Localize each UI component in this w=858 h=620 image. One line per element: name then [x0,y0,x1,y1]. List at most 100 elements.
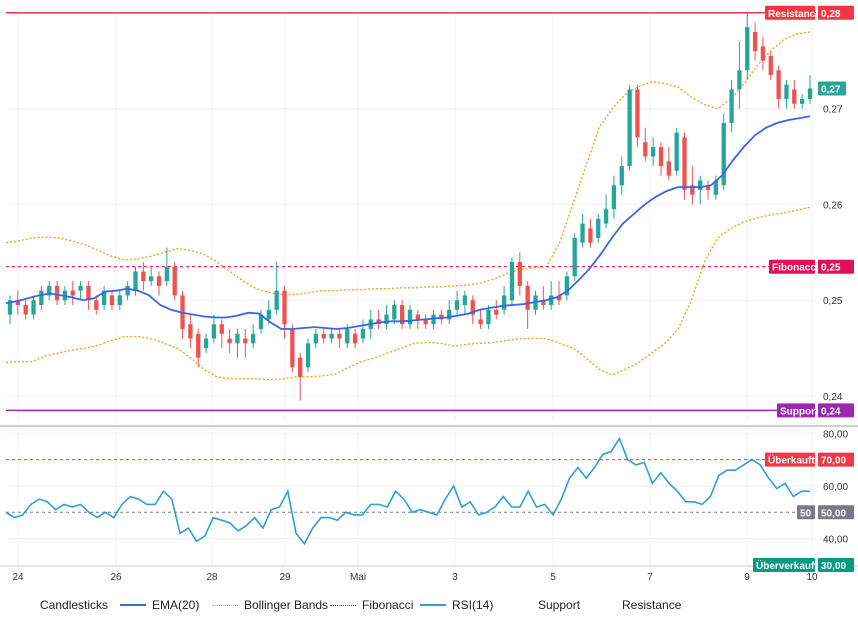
candle-body-bearish [556,295,562,301]
candle-body-bullish [47,285,52,296]
candle-body-bearish [94,300,99,310]
candle-body-bearish [776,70,781,100]
candle-body-bullish [117,295,122,306]
ema20-line [5,115,811,330]
x-tick-label: 9 [744,572,750,583]
candle-body-bearish [439,314,444,320]
candle-body-bearish [196,333,201,358]
candle-body-bearish [337,333,342,339]
candle-body-bullish [392,305,397,320]
last-price-tag-bg [818,81,846,96]
candle-body-bullish [564,276,570,296]
candle-body-bullish [596,218,601,238]
legend-label: Candlesticks [40,598,109,612]
candle-body-bullish [721,122,726,186]
rsi-overbought-label-bg [765,452,815,467]
candle-body-bearish [282,290,287,325]
candle-body-bullish [447,309,452,320]
resistance-value-tag-bg [818,5,854,20]
candle-body-bullish [486,309,491,325]
candle-body-bearish [290,328,295,368]
candle-body-bullish [360,328,366,339]
candle-body-bullish [211,324,217,339]
candle-body-bearish [54,285,60,301]
last-price-tag: 0,27 [821,84,841,95]
candle-body-bullish [305,343,311,368]
candle-body-bullish [407,309,413,325]
candle-body-bullish [39,290,44,306]
support-value-tag: 0,24 [821,406,841,417]
candle-body-bullish [509,261,515,301]
candle-body-bullish [674,132,679,171]
legend-item: EMA(20) [120,598,199,612]
legend-label: Bollinger Bands [244,598,329,612]
rsi-line [5,436,810,546]
legend-swatch [212,604,238,606]
legend-item: RSI(14) [420,598,493,612]
candle-body-bullish [203,338,209,349]
candle-body-bullish [78,285,83,291]
support-label: Support [780,406,819,417]
candle-body-bullish [462,295,468,306]
resistance-value-tag: 0,28 [821,9,841,20]
candle-body-bearish [768,55,773,76]
candle-body-bullish [454,300,460,310]
candle-body-bullish [258,314,264,329]
candle-body-bearish [690,185,695,195]
x-tick-label: 3 [452,572,458,583]
candle-body-bullish [31,300,36,315]
candle-body-bullish [235,333,240,344]
candle-body-bearish [352,333,358,344]
x-tick-label: 7 [647,572,653,583]
candle-body-bearish [517,261,522,286]
price-tick-label: 0,26 [823,200,843,211]
candle-body-bullish [603,209,609,224]
legend-item: Support [538,598,580,612]
legend-label: Fibonacci [362,598,414,612]
x-tick-label: Mai [350,572,366,583]
candle-body-bearish [141,271,146,282]
candle-body-bearish [666,161,671,176]
candle-body-bearish [172,266,177,296]
candle-body-bearish [752,31,758,52]
fibonacci-label-bg [769,259,815,274]
support-value-tag-bg [818,403,854,418]
candle-body-bullish [329,333,334,339]
candle-body-bullish [611,185,617,210]
candle-body-bullish [729,89,734,123]
candle-body-bearish [15,300,20,306]
candle-body-bearish [423,319,428,325]
rsi-middle-value-tag: 50,00 [821,508,846,519]
candle-body-bullish [800,99,805,104]
candle-body-bullish [807,88,813,100]
legend-swatch [420,604,446,606]
candle-body-bullish [619,166,624,186]
legend-swatch [330,604,356,606]
price-tick-label: 0,24 [823,392,843,403]
legend-item: Bollinger Bands [212,598,328,612]
rsi-overbought-label: Überkauft [768,454,815,467]
price-and-rsi-chart: 0,28 0,27 0,26 0,25 0,24 80,00 60,00 40,00 Resis… [0,5,858,583]
rsi-tick-label: 60,00 [823,482,848,493]
candle-body-bearish [588,228,593,243]
candle-body-bearish [23,305,28,315]
candle-body-bullish [164,266,170,282]
fibonacci-value-tag: 0,25 [821,263,841,274]
x-tick-label: 10 [806,572,818,583]
legend-item: Candlesticks [40,598,108,612]
candle-body-bullish [698,180,703,191]
candle-body-bearish [219,324,224,334]
legend-label: Support [538,598,581,612]
candle-body-bearish [86,285,91,301]
candle-body-bearish [243,338,248,344]
candle-body-bearish [109,295,115,306]
candle-body-bullish [713,180,719,195]
resistance-label: Resistance [768,9,821,20]
price-tick-label: 0,27 [823,105,843,116]
candle-body-bullish [7,300,13,315]
candle-body-bullish [627,89,632,167]
candle-body-bearish [156,276,162,286]
candle-body-bullish [149,276,154,282]
candle-body-bullish [101,290,107,306]
